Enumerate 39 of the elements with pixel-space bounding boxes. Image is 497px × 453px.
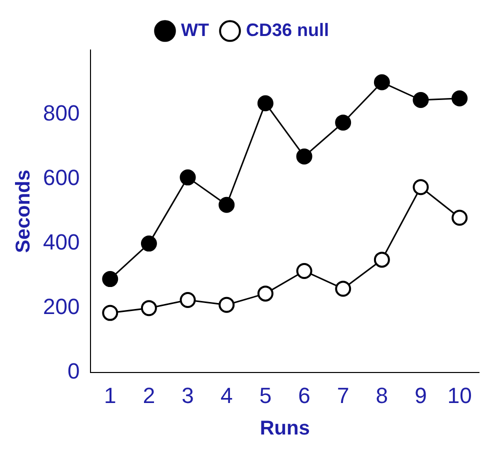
y-tick-label: 800 bbox=[42, 100, 80, 126]
point bbox=[452, 90, 468, 106]
point bbox=[257, 286, 274, 302]
legend-label: CD36 null bbox=[246, 20, 329, 40]
point bbox=[374, 74, 390, 90]
point bbox=[257, 95, 274, 112]
x-tick-label: 5 bbox=[259, 382, 272, 408]
x-tick-label: 9 bbox=[414, 382, 427, 408]
point bbox=[140, 300, 157, 316]
point bbox=[296, 262, 312, 279]
point bbox=[412, 179, 429, 196]
point bbox=[140, 236, 157, 252]
legend-label: WT bbox=[181, 20, 209, 40]
point bbox=[374, 252, 390, 268]
x-axis-title: Runs bbox=[260, 418, 310, 440]
point bbox=[218, 296, 235, 313]
point bbox=[412, 92, 429, 108]
x-tick-label: 8 bbox=[376, 382, 388, 408]
point bbox=[335, 280, 352, 297]
x-tick-label: 1 bbox=[104, 382, 116, 408]
point bbox=[102, 271, 118, 288]
point bbox=[180, 292, 196, 308]
point bbox=[296, 148, 312, 164]
x-tick-label: 3 bbox=[182, 382, 194, 408]
x-tick-label: 2 bbox=[142, 382, 156, 408]
x-tick-label: 4 bbox=[220, 382, 233, 408]
x-tick-label: 10 bbox=[447, 382, 472, 408]
point bbox=[335, 114, 352, 131]
x-tick-label: 6 bbox=[298, 382, 310, 408]
point bbox=[218, 196, 235, 213]
y-tick-label: 600 bbox=[42, 165, 80, 190]
y-tick-label: 0 bbox=[67, 358, 80, 384]
point bbox=[180, 169, 196, 186]
x-tick-label: 7 bbox=[336, 382, 350, 408]
y-axis-title: Seconds bbox=[12, 170, 35, 253]
y-tick-label: 200 bbox=[42, 294, 80, 320]
y-tick-label: 400 bbox=[42, 230, 80, 255]
point bbox=[452, 210, 468, 226]
point bbox=[102, 304, 118, 321]
